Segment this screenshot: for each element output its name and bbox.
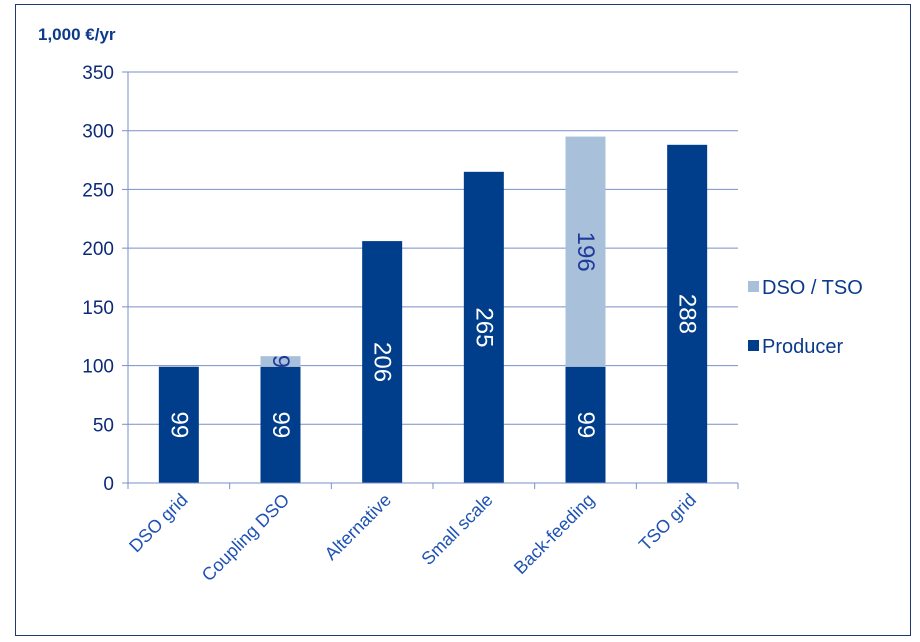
data-label-producer: 265 [470,307,497,347]
data-label-producer: 99 [572,412,599,439]
data-label-producer: 288 [674,294,701,334]
data-label-producer: 206 [369,342,396,382]
bar-producer [362,241,403,483]
y-tick-label: 300 [82,122,114,143]
x-category-label: Coupling DSO [198,490,294,586]
legend-label: DSO / TSO [762,277,863,299]
y-tick-label: 50 [93,415,114,436]
bar-producer [158,366,199,483]
x-category-label: DSO grid [125,490,191,556]
data-label-producer: 99 [165,412,192,439]
y-tick-label: 250 [82,180,114,201]
x-axis-categories: DSO grid Coupling DSO Alternative Small sca… [125,490,700,586]
axes [122,71,739,489]
y-tick-label: 0 [103,474,114,495]
y-axis-title: 1,000 €/yr [38,25,116,44]
bar-dso-tso [565,136,606,367]
data-label-dso-tso: 196 [572,232,599,272]
bar-producer [667,144,708,483]
bars [158,136,708,484]
y-tick-label: 350 [82,63,114,84]
bar-chart: 1,000 €/yr 0 50 100 150 200 250 300 350 DSO gri… [38,25,863,586]
gridlines [128,71,738,425]
y-tick-label: 100 [82,357,114,378]
x-category-label: Alternative [321,490,395,564]
x-category-label: TSO grid [635,490,700,555]
y-tick-label: 200 [82,239,114,260]
legend: DSO / TSO Producer [748,277,863,358]
x-category-label: Small scale [417,490,496,569]
chart-frame: 1,000 €/yr 0 50 100 150 200 250 300 350 DSO gri… [15,4,911,636]
y-tick-label: 150 [82,298,114,319]
legend-swatch [748,340,759,351]
y-axis-ticks: 0 50 100 150 200 250 300 350 [82,63,114,495]
data-label-producer: 99 [267,412,294,439]
legend-swatch [748,281,759,292]
bar-producer [565,366,606,483]
bar-dso-tso [260,356,301,367]
data-label-dso-tso: 9 [267,355,294,368]
bar-producer [463,171,504,484]
x-category-label: Back-feeding [510,490,598,578]
legend-label: Producer [762,336,843,358]
bar-producer [260,366,301,483]
